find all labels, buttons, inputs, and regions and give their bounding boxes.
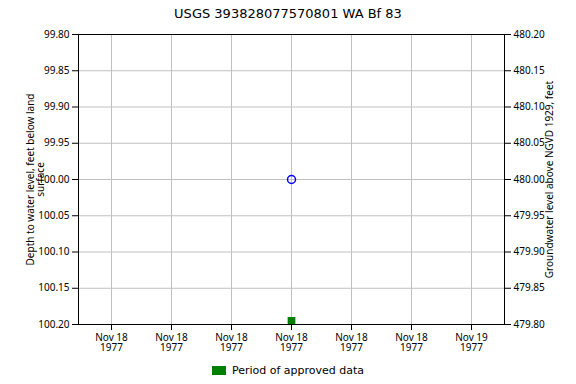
svg-text:479.85: 479.85 bbox=[514, 280, 546, 294]
svg-text:Depth to water level, feet bel: Depth to water level, feet below landsur… bbox=[23, 94, 47, 266]
svg-text:99.90: 99.90 bbox=[44, 99, 70, 113]
svg-text:479.95: 479.95 bbox=[514, 208, 546, 222]
svg-text:Nov 181977: Nov 181977 bbox=[335, 330, 368, 354]
html-text:USGS 393828077570801 WA Bf 83: USGS 393828077570801 WA Bf 83 bbox=[174, 6, 402, 21]
svg-text:Groundwater level above NGVD 1: Groundwater level above NGVD 1929, feet bbox=[542, 80, 556, 278]
svg-text:480.10: 480.10 bbox=[514, 99, 546, 113]
html-text:Period of approved data: Period of approved data bbox=[231, 363, 365, 377]
svg-text:99.95: 99.95 bbox=[44, 135, 70, 149]
svg-text:480.00: 480.00 bbox=[514, 172, 546, 186]
svg-text:479.90: 479.90 bbox=[514, 244, 546, 258]
svg-text:Nov 181977: Nov 181977 bbox=[155, 330, 188, 354]
svg-text:100.15: 100.15 bbox=[38, 280, 70, 294]
svg-text:100.05: 100.05 bbox=[38, 208, 70, 222]
svg-text:Nov 181977: Nov 181977 bbox=[95, 330, 128, 354]
svg-text:100.20: 100.20 bbox=[38, 317, 70, 331]
svg-text:99.85: 99.85 bbox=[44, 63, 70, 77]
svg-text:480.20: 480.20 bbox=[514, 27, 546, 41]
svg-text:480.15: 480.15 bbox=[514, 63, 546, 77]
svg-text:Nov 191977: Nov 191977 bbox=[455, 330, 488, 354]
svg-text:99.80: 99.80 bbox=[44, 27, 70, 41]
svg-text:Nov 181977: Nov 181977 bbox=[215, 330, 248, 354]
svg-text:Nov 181977: Nov 181977 bbox=[275, 330, 308, 354]
svg-text:100.00: 100.00 bbox=[38, 171, 70, 186]
svg-text:479.80: 479.80 bbox=[514, 317, 546, 331]
svg-text:100.10: 100.10 bbox=[38, 244, 70, 258]
svg-text:480.05: 480.05 bbox=[514, 135, 546, 149]
svg-text:Nov 181977: Nov 181977 bbox=[395, 330, 428, 354]
